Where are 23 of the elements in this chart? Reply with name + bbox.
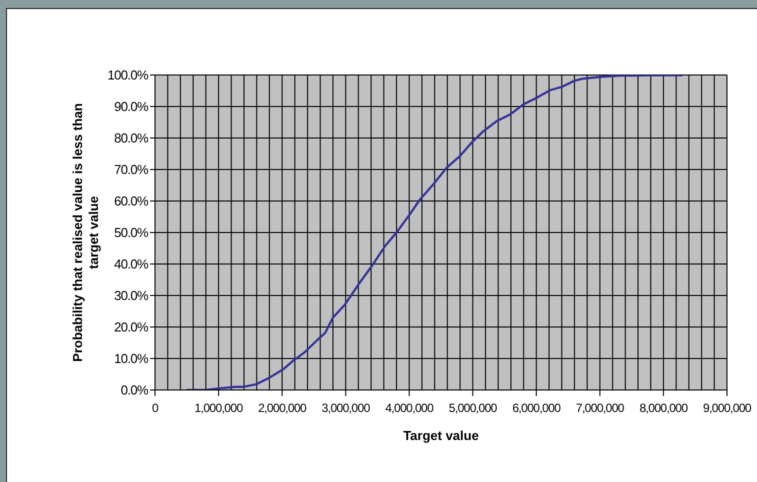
- x-tick-label: 5,000,000: [448, 401, 498, 415]
- y-tick-label: 70.0%: [114, 162, 150, 178]
- y-tick-label: 0.0%: [120, 382, 150, 398]
- y-tick-label: 50.0%: [114, 225, 150, 240]
- y-tick-label: 80.0%: [114, 130, 150, 146]
- x-tick-label: 6,000,000: [512, 401, 562, 415]
- x-tick-label: 7,000,000: [576, 401, 625, 415]
- y-tick-label: 100.0%: [108, 68, 150, 83]
- y-axis-title: Probability that realised value is less than target value: [70, 103, 101, 362]
- x-tick-label: 3,000,000: [322, 401, 371, 415]
- y-tick-label: 60.0%: [114, 194, 150, 209]
- y-tick-label: 90.0%: [114, 99, 150, 114]
- y-tick-label: 40.0%: [114, 256, 150, 272]
- x-tick-label: 2,000,000: [258, 401, 308, 415]
- y-tick-label: 10.0%: [114, 351, 150, 366]
- x-tick-label: 4,000,000: [385, 401, 434, 415]
- x-tick-label: 9,000,000: [703, 401, 752, 415]
- x-axis-title: Target value: [403, 428, 479, 443]
- y-tick-label: 30.0%: [114, 288, 150, 304]
- x-tick-label: 1,000,000: [194, 401, 244, 415]
- x-tick-label: 0: [152, 401, 159, 415]
- x-tick-label: 8,000,000: [639, 401, 688, 415]
- y-tick-label: 20.0%: [114, 320, 150, 335]
